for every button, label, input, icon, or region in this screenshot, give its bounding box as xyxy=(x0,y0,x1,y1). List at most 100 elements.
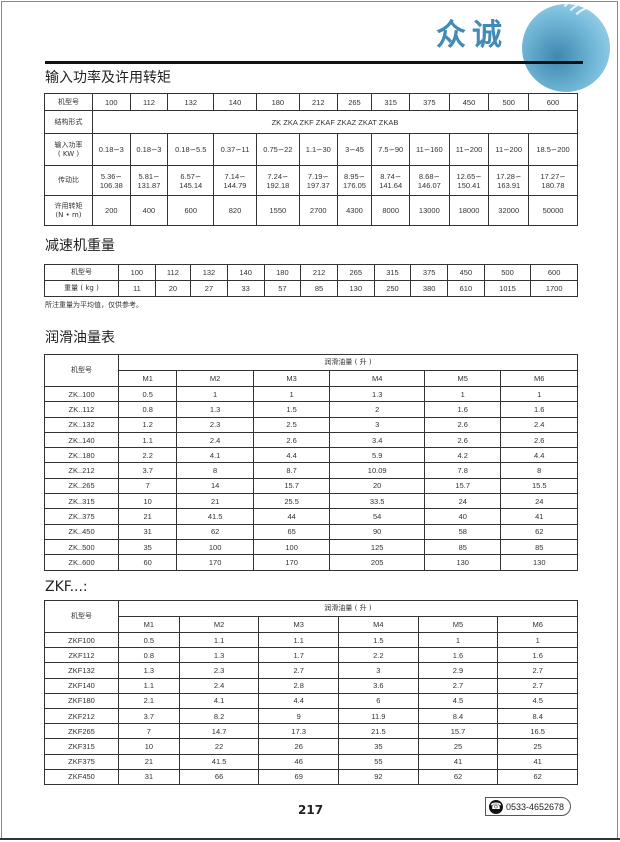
table-cell: 10 xyxy=(118,738,180,755)
table-cell: 24 xyxy=(500,493,578,510)
table-cell: 25.5 xyxy=(252,493,331,510)
table-cell: 1.1 xyxy=(118,677,180,694)
model-cell: ZK..140 xyxy=(44,431,119,449)
table-row: ZKF132 1.3 2.3 2.7 3 2.9 2.7 xyxy=(44,662,578,679)
table-cell: 1.1 xyxy=(178,631,260,649)
table-cell: 130 xyxy=(423,554,502,571)
table-cell: 265 xyxy=(336,93,373,111)
table-cell: 4.4 xyxy=(258,692,340,709)
column-header: M4 xyxy=(329,370,425,387)
table-cell: 3 xyxy=(329,416,425,433)
table-cell: 10.09 xyxy=(329,462,425,479)
table-row: ZK..140 1.1 2.4 2.6 3.4 2.6 2.6 xyxy=(44,431,578,449)
weight-note: 所注重量为平均值，仅供参考。 xyxy=(45,301,143,309)
row-header: 重量 ( kg ) xyxy=(44,280,119,297)
table-cell: ZK ZKA ZKF ZKAF ZKAZ ZKAT ZKAB xyxy=(92,110,578,134)
table-cell: 130 xyxy=(336,280,375,297)
table-cell: 62 xyxy=(417,768,499,785)
table-cell: 1.6 xyxy=(423,401,502,418)
table-row: 输入功率 ( KW ) 0.18∽3 0.18∽3 0.18∽5.5 0.37∽11 0.… xyxy=(44,133,578,166)
model-cell: ZKF375 xyxy=(44,753,119,770)
table-cell: 2.7 xyxy=(497,677,578,694)
table-cell: 21.5 xyxy=(338,723,419,740)
company-logo xyxy=(522,4,610,92)
table-cell: 24 xyxy=(423,493,502,510)
table-cell: 8 xyxy=(500,462,578,479)
table-row: ZK..500 35 100 100 125 85 85 xyxy=(44,538,578,556)
table-cell: 2700 xyxy=(298,195,338,226)
table-cell: 4.5 xyxy=(417,692,499,709)
table-cell: 7.24∽ 192.18 xyxy=(255,165,300,196)
table-cell: 1.1 xyxy=(117,431,178,449)
column-header: M2 xyxy=(178,616,260,633)
table-cell: 2.4 xyxy=(500,416,578,433)
table-cell: 1 xyxy=(417,631,499,649)
table-cell: 0.75∽22 xyxy=(255,133,300,166)
table-cell: 315 xyxy=(371,93,410,111)
model-cell: ZKF112 xyxy=(44,647,119,664)
table-cell: 35 xyxy=(117,538,178,556)
table-row: ZKF375 21 41.5 46 55 41 41 xyxy=(44,753,578,770)
row-header: 许用转矩 (N • m) xyxy=(44,195,93,226)
table-cell: 2 xyxy=(329,401,425,418)
table-cell: 55 xyxy=(338,753,419,770)
table-cell: 5.81∽ 131.87 xyxy=(129,165,169,196)
table-cell: 100 xyxy=(176,538,254,556)
row-header: 传动比 xyxy=(44,165,93,196)
table-cell: 1.3 xyxy=(118,662,180,679)
table-cell: 7 xyxy=(117,477,178,495)
group-header: 润滑油量 ( 升 ) xyxy=(118,600,578,617)
table-cell: 1.6 xyxy=(417,647,499,664)
table-row: 机型号 100 112 132 140 180 212 265 315 375 450 500 600 xyxy=(44,264,578,281)
table-cell: 0.18∽3 xyxy=(129,133,169,166)
row-header: 结构形式 xyxy=(44,110,93,134)
model-cell: ZKF140 xyxy=(44,677,119,694)
table-cell: 212 xyxy=(300,264,338,281)
table-cell: 2.3 xyxy=(178,662,260,679)
brand-name: 众诚 xyxy=(436,18,508,53)
table-row: ZK..315 10 21 25.5 33.5 24 24 xyxy=(44,493,578,510)
table-cell: 0.8 xyxy=(117,401,178,418)
table-cell: 600 xyxy=(528,93,578,111)
table-cell: 17.3 xyxy=(258,723,340,740)
model-cell: ZKF100 xyxy=(44,631,119,649)
table-cell: 180 xyxy=(263,264,302,281)
table-cell: 25 xyxy=(417,738,499,755)
model-cell: ZK..212 xyxy=(44,462,119,479)
table-cell: 1 xyxy=(500,385,578,403)
table-cell: 33.5 xyxy=(329,493,425,510)
table-cell: 170 xyxy=(252,554,331,571)
table-cell: 18.5∽200 xyxy=(528,133,578,166)
column-header: M4 xyxy=(338,616,419,633)
table-cell: 8.74∽ 141.64 xyxy=(371,165,410,196)
table-cell: 1.1 xyxy=(258,631,340,649)
table-cell: 140 xyxy=(226,264,265,281)
table-cell: 26 xyxy=(258,738,340,755)
table-cell: 46 xyxy=(258,753,340,770)
model-cell: ZK..100 xyxy=(44,385,119,403)
table-cell: 21 xyxy=(117,508,178,525)
model-cell: ZK..180 xyxy=(44,447,119,464)
table-cell: 7.19∽ 197.37 xyxy=(298,165,338,196)
table-cell: 21 xyxy=(118,753,180,770)
table-cell: 7.14∽ 144.79 xyxy=(213,165,257,196)
table-cell: 2.9 xyxy=(417,662,499,679)
table-cell: 32000 xyxy=(488,195,530,226)
model-cell: ZK..132 xyxy=(44,416,119,433)
table-cell: 5.36∽ 106.38 xyxy=(92,165,131,196)
table-row: 机型号 润滑油量 ( 升 ) xyxy=(44,354,578,387)
table-cell: 500 xyxy=(488,93,530,111)
table-cell: 33 xyxy=(226,280,265,297)
table-cell: 0.8 xyxy=(118,647,180,664)
table-cell: 4.2 xyxy=(423,447,502,464)
table-cell: 10 xyxy=(117,493,178,510)
table-cell: 212 xyxy=(298,93,338,111)
table-cell: 8.4 xyxy=(497,707,578,725)
model-cell: ZKF132 xyxy=(44,662,119,679)
table-row: M1 M2 M3 M4 M5 M6 xyxy=(45,370,578,387)
table-row: ZKF212 3.7 8.2 9 11.9 8.4 8.4 xyxy=(44,707,578,725)
column-header: M1 xyxy=(118,616,180,633)
table-row: 许用转矩 (N • m) 200 400 600 820 1550 2700 4300 8000… xyxy=(44,195,578,226)
table-row: 机型号 润滑油量 ( 升 ) xyxy=(44,600,578,633)
table-cell: 11∽160 xyxy=(409,133,450,166)
